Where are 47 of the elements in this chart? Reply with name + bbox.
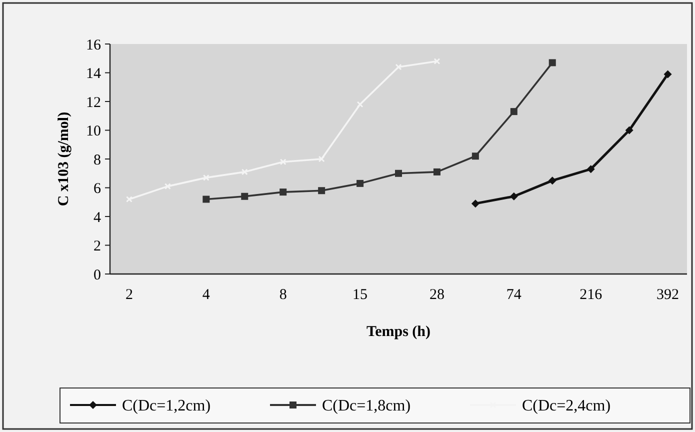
x-tick-label: 15 <box>352 287 368 303</box>
y-tick-label: 10 <box>86 124 101 140</box>
y-tick-label: 8 <box>94 152 101 168</box>
y-axis-title: C x103 (g/mol) <box>56 112 72 206</box>
point <box>548 59 556 66</box>
point <box>241 168 248 176</box>
point <box>471 200 480 208</box>
point <box>395 170 402 177</box>
x-tick-label: 4 <box>202 287 210 303</box>
y-tick-label: 12 <box>86 94 101 111</box>
point <box>318 187 326 194</box>
point <box>202 174 210 181</box>
legend-label: C(Dc=1,2cm) <box>122 398 211 415</box>
point <box>434 58 440 64</box>
point <box>510 192 518 200</box>
point <box>625 126 634 134</box>
point <box>356 101 364 108</box>
x-tick-label: 28 <box>429 287 444 303</box>
point <box>318 156 325 162</box>
x-tick-label: 2 <box>125 287 133 303</box>
point <box>586 165 595 174</box>
y-tick-label: 2 <box>94 238 101 254</box>
x-tick-label: 8 <box>279 287 287 303</box>
point <box>164 183 171 190</box>
x-tick-label: 216 <box>580 287 603 303</box>
text: C(Dc=2,4cm) <box>522 398 611 415</box>
y-tick-label: 4 <box>94 210 102 226</box>
point <box>241 192 248 200</box>
x-tick-label: 392 <box>656 287 680 303</box>
point <box>202 196 210 203</box>
point <box>280 158 286 166</box>
y-tick-label: 16 <box>86 37 102 54</box>
point <box>664 70 672 78</box>
x-axis-title: Temps (h) <box>366 324 431 340</box>
y-tick-label: 6 <box>94 181 102 197</box>
point <box>472 152 479 160</box>
y-tick-label: 0 <box>94 267 101 284</box>
legend-label: C(Dc=1,8cm) <box>322 398 411 415</box>
y-tick-label: 14 <box>86 66 102 82</box>
point <box>126 196 132 202</box>
point <box>510 108 518 116</box>
point <box>433 168 440 176</box>
point <box>356 180 364 187</box>
point <box>280 188 287 196</box>
x-tick-label: 74 <box>506 287 522 303</box>
point <box>395 64 402 70</box>
point <box>548 176 556 185</box>
